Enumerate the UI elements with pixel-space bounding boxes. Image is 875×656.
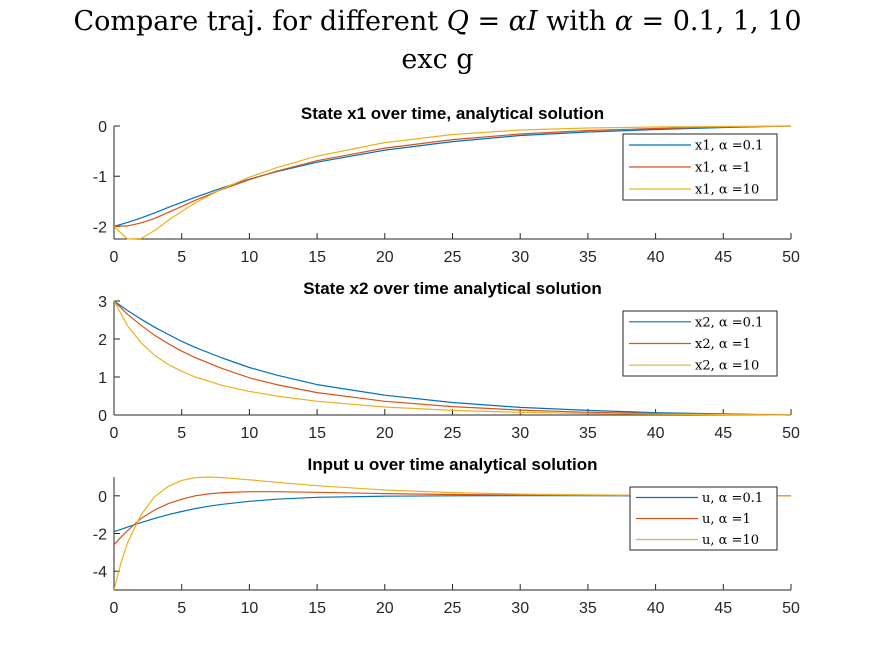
y-tick-label: -2	[93, 527, 107, 544]
legend-label: x2, α =0.1	[695, 315, 763, 330]
series-line-3	[114, 300, 792, 416]
legend: x1, α =0.1 x1, α =1 x1, α =10	[622, 133, 778, 201]
legend-label: x1, α =10	[695, 183, 759, 198]
series-line-1	[114, 300, 792, 416]
y-tick-label: 0	[98, 489, 107, 506]
x-tick-label: 25	[444, 600, 462, 617]
x-tick-label: 15	[308, 425, 326, 442]
x-tick-label: 45	[714, 600, 732, 617]
subplot-1: State x1 over time, analytical solution 0…	[93, 104, 800, 266]
subplot-2: State x2 over time analytical solution 0 5…	[98, 279, 800, 442]
x-tick-label: 40	[647, 249, 665, 266]
x-tick-label: 30	[511, 249, 529, 266]
x-tick-label: 50	[782, 600, 800, 617]
x-tick-label: 15	[308, 249, 326, 266]
y-tick-label: 2	[98, 332, 107, 349]
x-tick-label: 20	[376, 249, 394, 266]
y-tick-label: 0	[98, 119, 107, 136]
x-tick-label: 20	[376, 600, 394, 617]
legend-label: u, α =10	[702, 533, 759, 548]
legend: x2, α =0.1 x2, α =1 x2, α =10	[622, 310, 778, 377]
legend-label: x2, α =10	[695, 359, 759, 374]
x-tick-label: 0	[110, 600, 119, 617]
x-tick-label: 5	[177, 425, 186, 442]
x-tick-label: 40	[647, 425, 665, 442]
x-tick-label: 35	[579, 600, 597, 617]
y-tick-label: -1	[93, 169, 107, 186]
legend-label: x1, α =1	[695, 161, 751, 176]
series-line-3	[114, 476, 792, 591]
x-tick-label: 25	[444, 249, 462, 266]
subplot-title: Input u over time analytical solution	[308, 455, 598, 474]
x-tick-label: 0	[110, 425, 119, 442]
series-line-2	[114, 491, 791, 546]
x-tick-label: 35	[579, 249, 597, 266]
x-tick-label: 15	[308, 600, 326, 617]
x-tick-label: 10	[241, 249, 259, 266]
x-tick-label: 40	[647, 600, 665, 617]
figure-title-line2: exc g	[401, 44, 474, 75]
x-tick-label: 45	[714, 425, 732, 442]
x-tick-label: 30	[511, 600, 529, 617]
subplot-3: Input u over time analytical solution 0 5 1…	[93, 455, 800, 617]
series-line-2	[114, 300, 792, 416]
x-tick-label: 25	[444, 425, 462, 442]
y-tick-label: 1	[98, 370, 107, 387]
subplot-title: State x1 over time, analytical solution	[301, 104, 604, 123]
x-tick-label: 5	[177, 600, 186, 617]
x-tick-label: 20	[376, 425, 394, 442]
legend-label: u, α =0.1	[702, 491, 763, 506]
x-tick-label: 0	[110, 249, 119, 266]
y-tick-label: 0	[98, 408, 107, 425]
x-tick-label: 30	[511, 425, 529, 442]
series-line-3	[114, 125, 792, 240]
x-tick-label: 10	[241, 425, 259, 442]
y-tick-label: -4	[93, 564, 107, 581]
x-tick-label: 45	[714, 249, 732, 266]
y-tick-label: -2	[93, 219, 107, 236]
legend-label: x2, α =1	[695, 337, 751, 352]
legend-label: u, α =1	[702, 512, 751, 527]
x-tick-label: 10	[241, 600, 259, 617]
figure-title-line1: Compare traj. for different Q = αI with …	[73, 6, 802, 37]
legend-label: x1, α =0.1	[695, 139, 763, 154]
x-tick-label: 50	[782, 425, 800, 442]
x-tick-label: 35	[579, 425, 597, 442]
subplot-title: State x2 over time analytical solution	[303, 279, 602, 298]
x-tick-label: 5	[177, 249, 186, 266]
y-tick-label: 3	[98, 294, 107, 311]
legend: u, α =0.1 u, α =1 u, α =10	[629, 486, 778, 551]
x-tick-label: 50	[782, 249, 800, 266]
series-line-2	[114, 125, 792, 227]
